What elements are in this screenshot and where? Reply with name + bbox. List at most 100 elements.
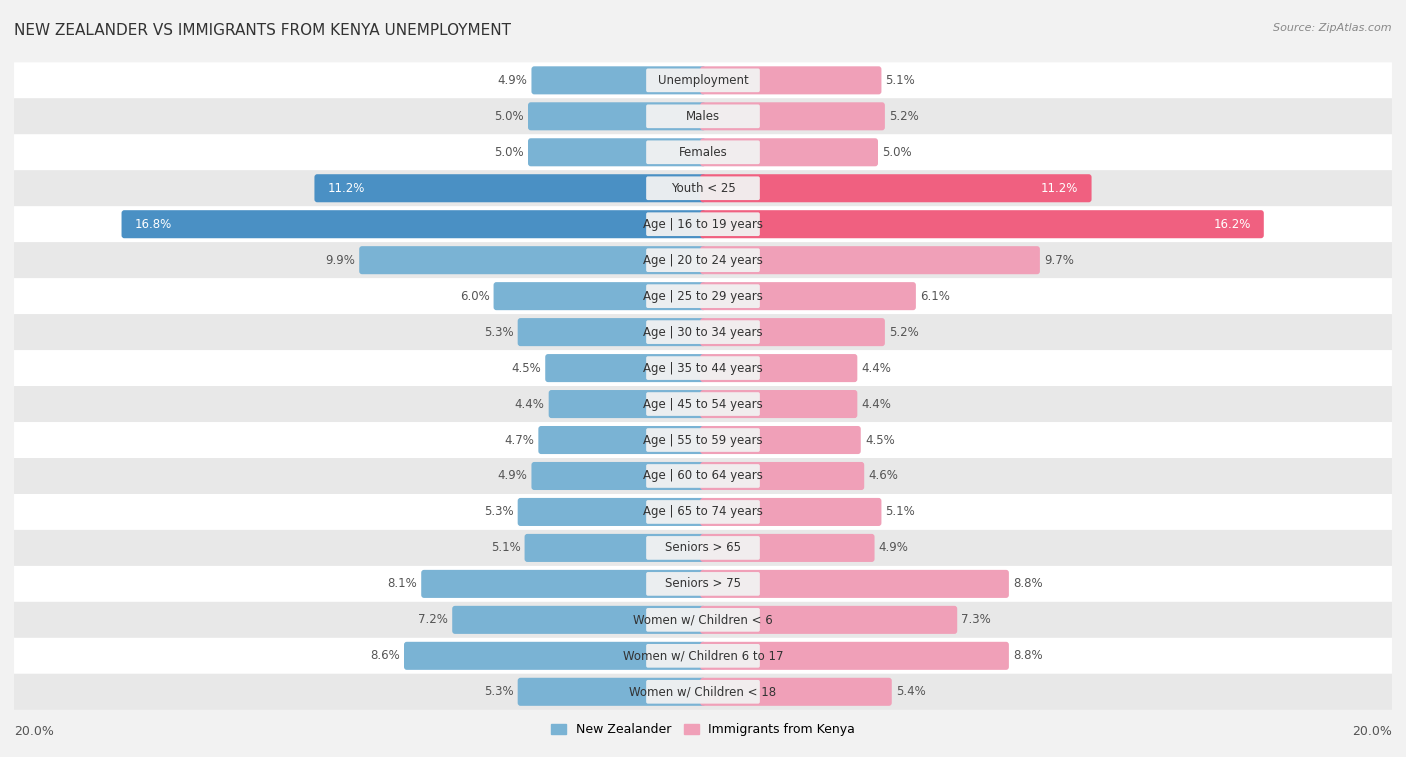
- FancyBboxPatch shape: [700, 210, 1264, 238]
- Legend: New Zealander, Immigrants from Kenya: New Zealander, Immigrants from Kenya: [546, 718, 860, 741]
- Text: 5.4%: 5.4%: [896, 685, 925, 698]
- Text: 8.1%: 8.1%: [387, 578, 418, 590]
- FancyBboxPatch shape: [700, 570, 1010, 598]
- FancyBboxPatch shape: [548, 390, 706, 418]
- FancyBboxPatch shape: [14, 98, 1392, 134]
- FancyBboxPatch shape: [647, 357, 759, 380]
- FancyBboxPatch shape: [700, 67, 882, 95]
- Text: 4.9%: 4.9%: [879, 541, 908, 554]
- Text: 9.7%: 9.7%: [1045, 254, 1074, 266]
- Text: 4.9%: 4.9%: [498, 469, 527, 482]
- Text: Women w/ Children < 6: Women w/ Children < 6: [633, 613, 773, 626]
- Text: 8.6%: 8.6%: [370, 650, 399, 662]
- Text: Age | 25 to 29 years: Age | 25 to 29 years: [643, 290, 763, 303]
- FancyBboxPatch shape: [647, 644, 759, 668]
- Text: Age | 35 to 44 years: Age | 35 to 44 years: [643, 362, 763, 375]
- FancyBboxPatch shape: [538, 426, 706, 454]
- FancyBboxPatch shape: [647, 213, 759, 236]
- FancyBboxPatch shape: [700, 282, 915, 310]
- Text: 20.0%: 20.0%: [1353, 725, 1392, 738]
- Text: 4.9%: 4.9%: [498, 74, 527, 87]
- FancyBboxPatch shape: [315, 174, 706, 202]
- Text: 5.3%: 5.3%: [484, 685, 513, 698]
- FancyBboxPatch shape: [700, 174, 1091, 202]
- Text: 5.3%: 5.3%: [484, 326, 513, 338]
- FancyBboxPatch shape: [14, 494, 1392, 530]
- Text: Youth < 25: Youth < 25: [671, 182, 735, 195]
- FancyBboxPatch shape: [700, 642, 1010, 670]
- Text: 9.9%: 9.9%: [325, 254, 356, 266]
- FancyBboxPatch shape: [700, 534, 875, 562]
- Text: 5.1%: 5.1%: [886, 506, 915, 519]
- Text: 5.3%: 5.3%: [484, 506, 513, 519]
- Text: 11.2%: 11.2%: [328, 182, 366, 195]
- FancyBboxPatch shape: [14, 602, 1392, 638]
- FancyBboxPatch shape: [14, 350, 1392, 386]
- FancyBboxPatch shape: [517, 678, 706, 706]
- Text: 5.2%: 5.2%: [889, 110, 918, 123]
- FancyBboxPatch shape: [700, 462, 865, 490]
- FancyBboxPatch shape: [647, 428, 759, 452]
- FancyBboxPatch shape: [14, 206, 1392, 242]
- FancyBboxPatch shape: [404, 642, 706, 670]
- FancyBboxPatch shape: [647, 141, 759, 164]
- FancyBboxPatch shape: [647, 680, 759, 703]
- FancyBboxPatch shape: [700, 498, 882, 526]
- FancyBboxPatch shape: [422, 570, 706, 598]
- FancyBboxPatch shape: [14, 458, 1392, 494]
- FancyBboxPatch shape: [647, 464, 759, 488]
- FancyBboxPatch shape: [700, 246, 1040, 274]
- FancyBboxPatch shape: [14, 566, 1392, 602]
- Text: 5.1%: 5.1%: [491, 541, 520, 554]
- FancyBboxPatch shape: [647, 320, 759, 344]
- Text: Age | 16 to 19 years: Age | 16 to 19 years: [643, 218, 763, 231]
- FancyBboxPatch shape: [14, 314, 1392, 350]
- FancyBboxPatch shape: [647, 608, 759, 631]
- Text: 5.0%: 5.0%: [495, 146, 524, 159]
- Text: Women w/ Children < 18: Women w/ Children < 18: [630, 685, 776, 698]
- Text: Seniors > 75: Seniors > 75: [665, 578, 741, 590]
- FancyBboxPatch shape: [529, 139, 706, 167]
- Text: 4.7%: 4.7%: [505, 434, 534, 447]
- Text: 5.2%: 5.2%: [889, 326, 918, 338]
- Text: 7.3%: 7.3%: [962, 613, 991, 626]
- FancyBboxPatch shape: [14, 674, 1392, 710]
- FancyBboxPatch shape: [647, 392, 759, 416]
- Text: Age | 60 to 64 years: Age | 60 to 64 years: [643, 469, 763, 482]
- FancyBboxPatch shape: [14, 170, 1392, 206]
- FancyBboxPatch shape: [529, 102, 706, 130]
- FancyBboxPatch shape: [14, 422, 1392, 458]
- Text: 4.6%: 4.6%: [869, 469, 898, 482]
- Text: 4.4%: 4.4%: [862, 362, 891, 375]
- Text: Age | 45 to 54 years: Age | 45 to 54 years: [643, 397, 763, 410]
- FancyBboxPatch shape: [700, 354, 858, 382]
- Text: Women w/ Children 6 to 17: Women w/ Children 6 to 17: [623, 650, 783, 662]
- Text: 8.8%: 8.8%: [1012, 650, 1043, 662]
- FancyBboxPatch shape: [14, 62, 1392, 98]
- Text: 4.4%: 4.4%: [515, 397, 544, 410]
- Text: 20.0%: 20.0%: [14, 725, 53, 738]
- Text: Age | 55 to 59 years: Age | 55 to 59 years: [643, 434, 763, 447]
- FancyBboxPatch shape: [647, 248, 759, 272]
- Text: Males: Males: [686, 110, 720, 123]
- Text: Seniors > 65: Seniors > 65: [665, 541, 741, 554]
- FancyBboxPatch shape: [647, 536, 759, 559]
- Text: 6.1%: 6.1%: [920, 290, 950, 303]
- FancyBboxPatch shape: [700, 678, 891, 706]
- Text: Source: ZipAtlas.com: Source: ZipAtlas.com: [1274, 23, 1392, 33]
- Text: 4.5%: 4.5%: [512, 362, 541, 375]
- FancyBboxPatch shape: [700, 426, 860, 454]
- Text: Age | 65 to 74 years: Age | 65 to 74 years: [643, 506, 763, 519]
- FancyBboxPatch shape: [700, 102, 884, 130]
- FancyBboxPatch shape: [121, 210, 706, 238]
- FancyBboxPatch shape: [14, 134, 1392, 170]
- Text: Females: Females: [679, 146, 727, 159]
- Text: 11.2%: 11.2%: [1040, 182, 1078, 195]
- Text: NEW ZEALANDER VS IMMIGRANTS FROM KENYA UNEMPLOYMENT: NEW ZEALANDER VS IMMIGRANTS FROM KENYA U…: [14, 23, 510, 38]
- FancyBboxPatch shape: [14, 278, 1392, 314]
- Text: Age | 20 to 24 years: Age | 20 to 24 years: [643, 254, 763, 266]
- FancyBboxPatch shape: [453, 606, 706, 634]
- Text: Unemployment: Unemployment: [658, 74, 748, 87]
- FancyBboxPatch shape: [647, 104, 759, 128]
- FancyBboxPatch shape: [647, 176, 759, 200]
